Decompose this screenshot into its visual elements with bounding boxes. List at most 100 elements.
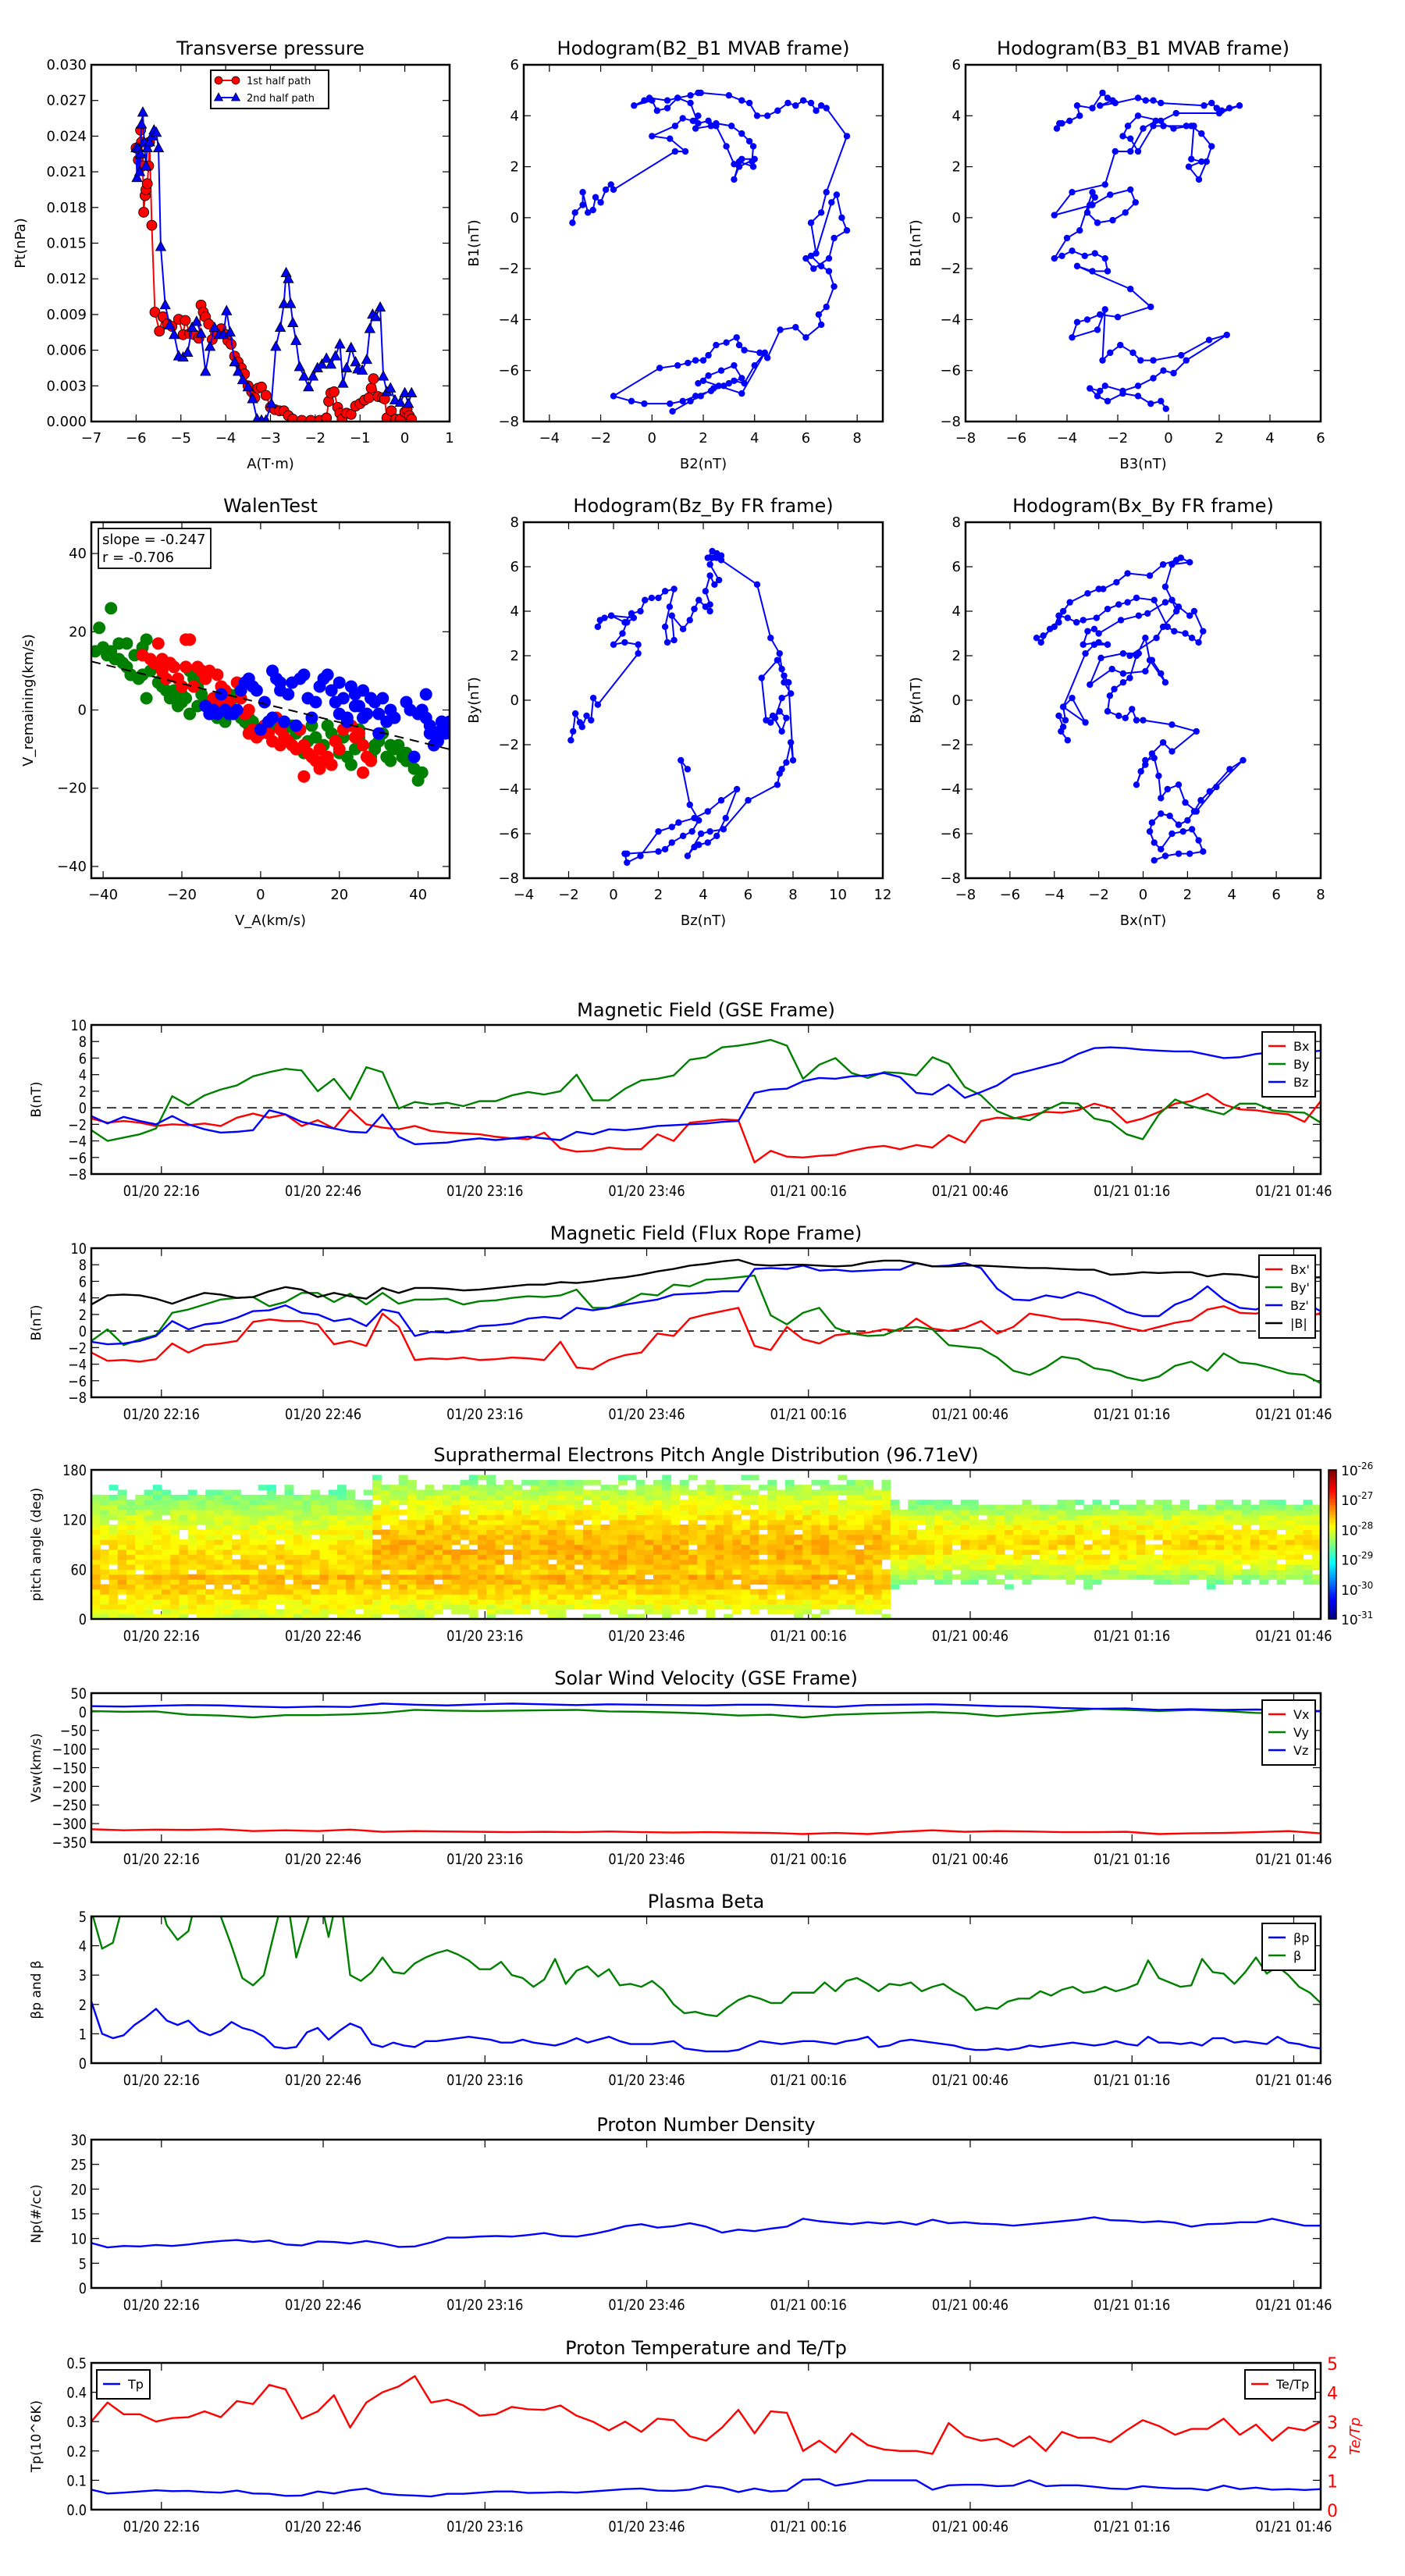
heatmap-cell bbox=[1119, 1554, 1129, 1560]
heatmap-cell bbox=[934, 1574, 944, 1580]
heatmap-cell bbox=[960, 1539, 970, 1546]
heatmap-cell bbox=[600, 1559, 610, 1565]
data-point bbox=[1066, 117, 1073, 125]
heatmap-cell bbox=[170, 1529, 180, 1535]
heatmap-cell bbox=[460, 1544, 470, 1550]
heatmap-cell bbox=[943, 1554, 953, 1560]
data-point bbox=[687, 99, 694, 107]
data-point bbox=[1168, 560, 1176, 568]
heatmap-cell bbox=[1005, 1574, 1014, 1580]
heatmap-cell bbox=[583, 1594, 592, 1600]
heatmap-cell bbox=[1259, 1559, 1269, 1565]
heatmap-cell bbox=[284, 1594, 294, 1600]
heatmap-cell bbox=[170, 1584, 180, 1590]
heatmap-cell bbox=[1119, 1525, 1129, 1530]
y-tick-label: −8 bbox=[498, 414, 519, 430]
heatmap-cell bbox=[644, 1569, 654, 1575]
heatmap-cell bbox=[767, 1489, 777, 1496]
data-point bbox=[1093, 614, 1100, 621]
colorbar-segment bbox=[1329, 1472, 1336, 1475]
heatmap-cell bbox=[416, 1509, 426, 1515]
heatmap-cell bbox=[881, 1594, 891, 1600]
heatmap-cell bbox=[662, 1599, 672, 1605]
data-point bbox=[1046, 625, 1054, 632]
heatmap-cell bbox=[925, 1539, 935, 1546]
heatmap-cell bbox=[433, 1589, 443, 1595]
heatmap-cell bbox=[162, 1564, 171, 1570]
y-tick-label: 0 bbox=[510, 210, 519, 226]
heatmap-cell bbox=[820, 1539, 830, 1546]
heatmap-cell bbox=[679, 1599, 689, 1605]
heatmap-cell bbox=[741, 1504, 751, 1510]
heatmap-cell bbox=[829, 1504, 838, 1510]
heatmap-cell bbox=[820, 1574, 830, 1580]
y-tick-label: 1 bbox=[79, 2026, 87, 2044]
heatmap-cell bbox=[197, 1544, 206, 1550]
heatmap-cell bbox=[776, 1564, 786, 1570]
heatmap-cell bbox=[416, 1519, 426, 1525]
heatmap-cell bbox=[811, 1589, 821, 1595]
data-point bbox=[363, 392, 375, 404]
heatmap-cell bbox=[706, 1554, 716, 1560]
heatmap-cell bbox=[881, 1584, 891, 1590]
data-point bbox=[1101, 382, 1108, 390]
y-tick-label: 2 bbox=[79, 1084, 87, 1101]
heatmap-cell bbox=[91, 1504, 101, 1510]
heatmap-cell bbox=[724, 1603, 733, 1610]
heatmap-cell bbox=[1241, 1500, 1251, 1506]
heatmap-cell bbox=[732, 1594, 742, 1600]
heatmap-cell bbox=[214, 1579, 224, 1585]
heatmap-cell bbox=[1092, 1509, 1102, 1515]
heatmap-cell bbox=[162, 1603, 171, 1610]
heatmap-cell bbox=[363, 1579, 373, 1585]
heatmap-cell bbox=[460, 1594, 470, 1600]
heatmap-cell bbox=[346, 1529, 356, 1535]
heatmap-cell bbox=[302, 1559, 311, 1565]
heatmap-cell bbox=[258, 1514, 268, 1521]
heatmap-cell bbox=[179, 1509, 189, 1515]
data-point bbox=[628, 397, 635, 405]
heatmap-cell bbox=[838, 1544, 848, 1550]
heatmap-cell bbox=[565, 1603, 575, 1610]
heatmap-cell bbox=[416, 1614, 426, 1619]
data-point bbox=[149, 306, 161, 318]
data-point bbox=[679, 832, 687, 840]
data-point bbox=[706, 560, 713, 568]
heatmap-cell bbox=[100, 1500, 110, 1506]
scatter-point-green bbox=[112, 653, 126, 666]
heatmap-cell bbox=[530, 1485, 540, 1491]
heatmap-cell bbox=[1162, 1514, 1172, 1521]
heatmap-cell bbox=[214, 1574, 224, 1580]
heatmap-cell bbox=[714, 1500, 724, 1506]
heatmap-cell bbox=[293, 1549, 303, 1555]
heatmap-cell bbox=[1048, 1519, 1058, 1525]
heatmap-cell bbox=[838, 1559, 848, 1565]
heatmap-cell bbox=[609, 1579, 619, 1585]
heatmap-cell bbox=[91, 1584, 101, 1590]
heatmap-cell bbox=[144, 1589, 154, 1595]
y-tick-label: −4 bbox=[940, 781, 961, 798]
heatmap-cell bbox=[232, 1584, 241, 1590]
heatmap-cell bbox=[311, 1599, 321, 1605]
heatmap-cell bbox=[969, 1539, 979, 1546]
heatmap-cell bbox=[732, 1554, 742, 1560]
heatmap-cell bbox=[627, 1525, 637, 1530]
heatmap-cell bbox=[890, 1559, 900, 1565]
heatmap-cell bbox=[267, 1599, 276, 1605]
colorbar-segment bbox=[1329, 1497, 1336, 1500]
heatmap-cell bbox=[389, 1525, 400, 1530]
heatmap-cell bbox=[354, 1539, 365, 1546]
heatmap-cell bbox=[372, 1579, 382, 1585]
heatmap-cell bbox=[899, 1519, 909, 1525]
heatmap-cell bbox=[609, 1525, 619, 1530]
heatmap-cell bbox=[222, 1594, 233, 1600]
heatmap-cell bbox=[969, 1574, 979, 1580]
heatmap-cell bbox=[1083, 1579, 1094, 1585]
heatmap-cell bbox=[1092, 1504, 1102, 1510]
heatmap-cell bbox=[881, 1500, 891, 1506]
heatmap-cell bbox=[293, 1500, 303, 1506]
heatmap-cell bbox=[170, 1574, 180, 1580]
x-tick-label: 10 bbox=[829, 887, 847, 903]
scatter-point-blue bbox=[388, 711, 401, 724]
